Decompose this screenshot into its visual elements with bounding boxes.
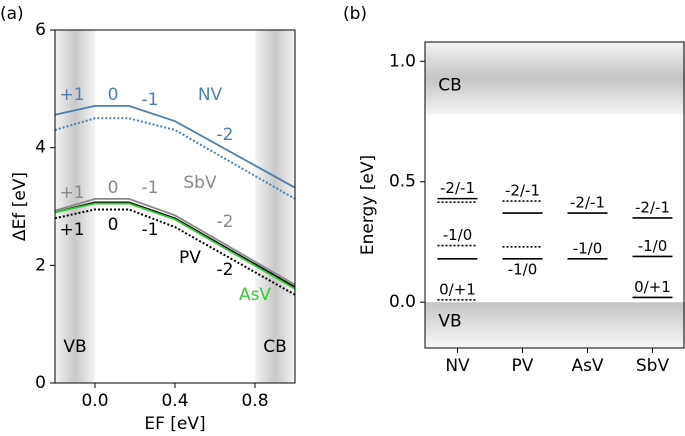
y-tick-label: 0 (35, 373, 46, 393)
band-label: CB (263, 337, 287, 357)
y-tick-label: 4 (35, 138, 46, 158)
level-label: -2/-1 (505, 182, 540, 200)
annotation: -2 (217, 212, 234, 232)
annotation: 0 (108, 178, 119, 198)
annotation: -2 (217, 260, 234, 280)
level-label: -2/-1 (440, 179, 475, 197)
x-tick-label: NV (445, 356, 470, 376)
annotation: +1 (59, 220, 84, 240)
x-tick-label: 0.0 (81, 391, 108, 411)
level-label: 0/+1 (439, 280, 476, 298)
annotation: AsV (239, 285, 271, 305)
axes-frame (424, 41, 685, 349)
level-label: -1/0 (508, 260, 538, 278)
series-line (54, 104, 296, 189)
annotation: SbV (183, 173, 217, 193)
y-tick-label: 1.0 (389, 51, 416, 71)
level-label: -2/-1 (635, 198, 670, 216)
panel-label: (a) (0, 4, 24, 24)
x-tick-label: PV (512, 356, 534, 376)
x-tick-label: 0.4 (161, 391, 188, 411)
level-label: -2/-1 (570, 194, 605, 212)
y-axis-label: Energy [eV] (358, 155, 378, 255)
band-label: CB (438, 75, 462, 95)
annotation: PV (179, 248, 201, 268)
y-tick-label: 0.0 (389, 292, 416, 312)
band (425, 302, 685, 348)
level-label: -1/0 (573, 239, 603, 257)
annotation: -1 (142, 178, 159, 198)
series-line (54, 197, 296, 286)
annotation: +1 (59, 183, 84, 203)
x-tick-label: AsV (571, 356, 603, 376)
band (255, 30, 295, 383)
annotation: -1 (142, 90, 159, 110)
annotation: 0 (108, 215, 119, 235)
annotation: -1 (142, 220, 159, 240)
y-tick-label: 2 (35, 255, 46, 275)
annotation: -2 (217, 125, 234, 145)
y-tick-label: 6 (35, 20, 46, 40)
annotation: 0 (108, 85, 119, 105)
y-axis-label: ΔEf [eV] (10, 172, 30, 241)
annotation: NV (198, 85, 223, 105)
series-line (54, 202, 296, 290)
series-line (54, 117, 296, 200)
x-axis-label: EF [eV] (144, 414, 205, 434)
annotation: +1 (59, 85, 84, 105)
level-label: -1/0 (638, 237, 668, 255)
band (425, 42, 685, 115)
x-tick-label: 0.8 (241, 391, 268, 411)
band-label: VB (63, 337, 86, 357)
level-label: 0/+1 (634, 278, 671, 296)
x-tick-label: SbV (636, 356, 670, 376)
panel-label: (b) (343, 4, 367, 24)
band-label: VB (438, 311, 461, 331)
y-tick-label: 0.5 (389, 172, 416, 192)
level-label: -1/0 (443, 226, 473, 244)
